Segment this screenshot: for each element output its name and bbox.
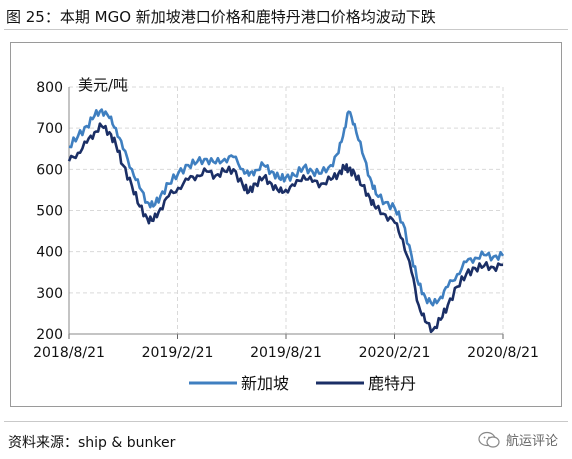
figure-title: 图 25：本期 MGO 新加坡港口价格和鹿特丹港口价格均波动下跌: [6, 8, 436, 26]
x-tick-label: 2019/8/21: [250, 345, 322, 361]
legend-label: 新加坡: [241, 374, 289, 393]
y-tick-label: 600: [36, 162, 63, 178]
watermark: 航运评论: [478, 430, 558, 449]
watermark-text: 航运评论: [505, 434, 558, 449]
wechat-icon: [478, 431, 500, 448]
x-tick-labels: 2018/8/21 2019/2/21 2019/8/21 2020/2/21 2020…: [33, 345, 539, 361]
series-lines: [67, 108, 505, 334]
y-axis-label: 美元/吨: [78, 76, 128, 94]
y-tick-label: 700: [36, 121, 63, 137]
x-tick-label: 2018/8/21: [33, 345, 105, 361]
y-tick-label: 200: [36, 327, 63, 343]
x-tick-label: 2019/2/21: [142, 345, 214, 361]
chart-frame: 200 300 400 500 600 700 800 2018/8/21 2019/2/21…: [10, 42, 562, 407]
y-tick-label: 800: [36, 80, 63, 96]
source-note: 资料来源：ship & bunker: [8, 435, 176, 451]
x-tick-label: 2020/2/21: [359, 345, 431, 361]
y-tick-label: 300: [36, 286, 63, 302]
legend-label: 鹿特丹: [368, 374, 416, 393]
legend: 新加坡 鹿特丹: [189, 374, 416, 393]
bottom-divider: [4, 421, 568, 422]
grid-lines: [68, 86, 504, 339]
y-tick-label: 500: [36, 204, 63, 220]
y-tick-labels: 200 300 400 500 600 700 800: [36, 80, 63, 343]
y-tick-label: 400: [36, 245, 63, 261]
series-line-rotterdam: [67, 122, 503, 334]
series-line-singapore: [68, 108, 505, 307]
top-divider: [4, 29, 568, 30]
x-tick-label: 2020/8/21: [467, 345, 539, 361]
line-chart: 200 300 400 500 600 700 800 2018/8/21 2019/2/21…: [33, 76, 539, 393]
